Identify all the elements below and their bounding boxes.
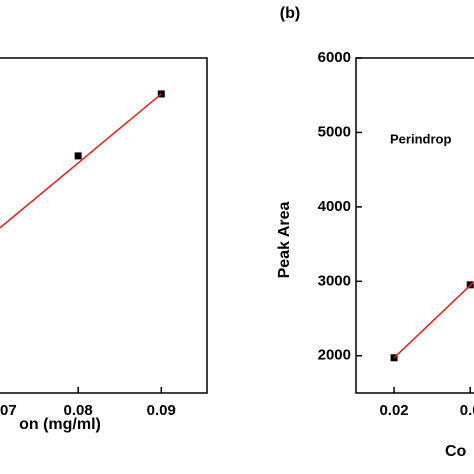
- y-axis-label: Peak Area: [276, 202, 293, 279]
- plot-frame: [0, 57, 208, 394]
- x-axis-label: on (mg/ml): [19, 416, 101, 433]
- y-tick-label: 5000: [318, 123, 351, 140]
- annotation: Perindrop: [390, 131, 451, 146]
- y-tick-label: 4000: [318, 198, 351, 215]
- y-tick-label: 6000: [318, 49, 351, 66]
- y-tick-label: 2000: [318, 347, 351, 364]
- x-tick-label: 0.09: [147, 402, 176, 419]
- data-point: [74, 152, 82, 160]
- x-tick-label: 0.08: [64, 402, 93, 419]
- chart-title: (b): [280, 5, 300, 22]
- x-tick-label: 07: [0, 402, 17, 419]
- fit-line: [0, 93, 162, 229]
- fit-line: [393, 281, 474, 359]
- y-tick-label: 3000: [318, 272, 351, 289]
- x-axis-label: Co: [445, 443, 467, 460]
- plot-frame: [355, 57, 474, 394]
- x-tick-label: 0.0: [460, 402, 474, 419]
- x-tick-label: 0.02: [379, 402, 408, 419]
